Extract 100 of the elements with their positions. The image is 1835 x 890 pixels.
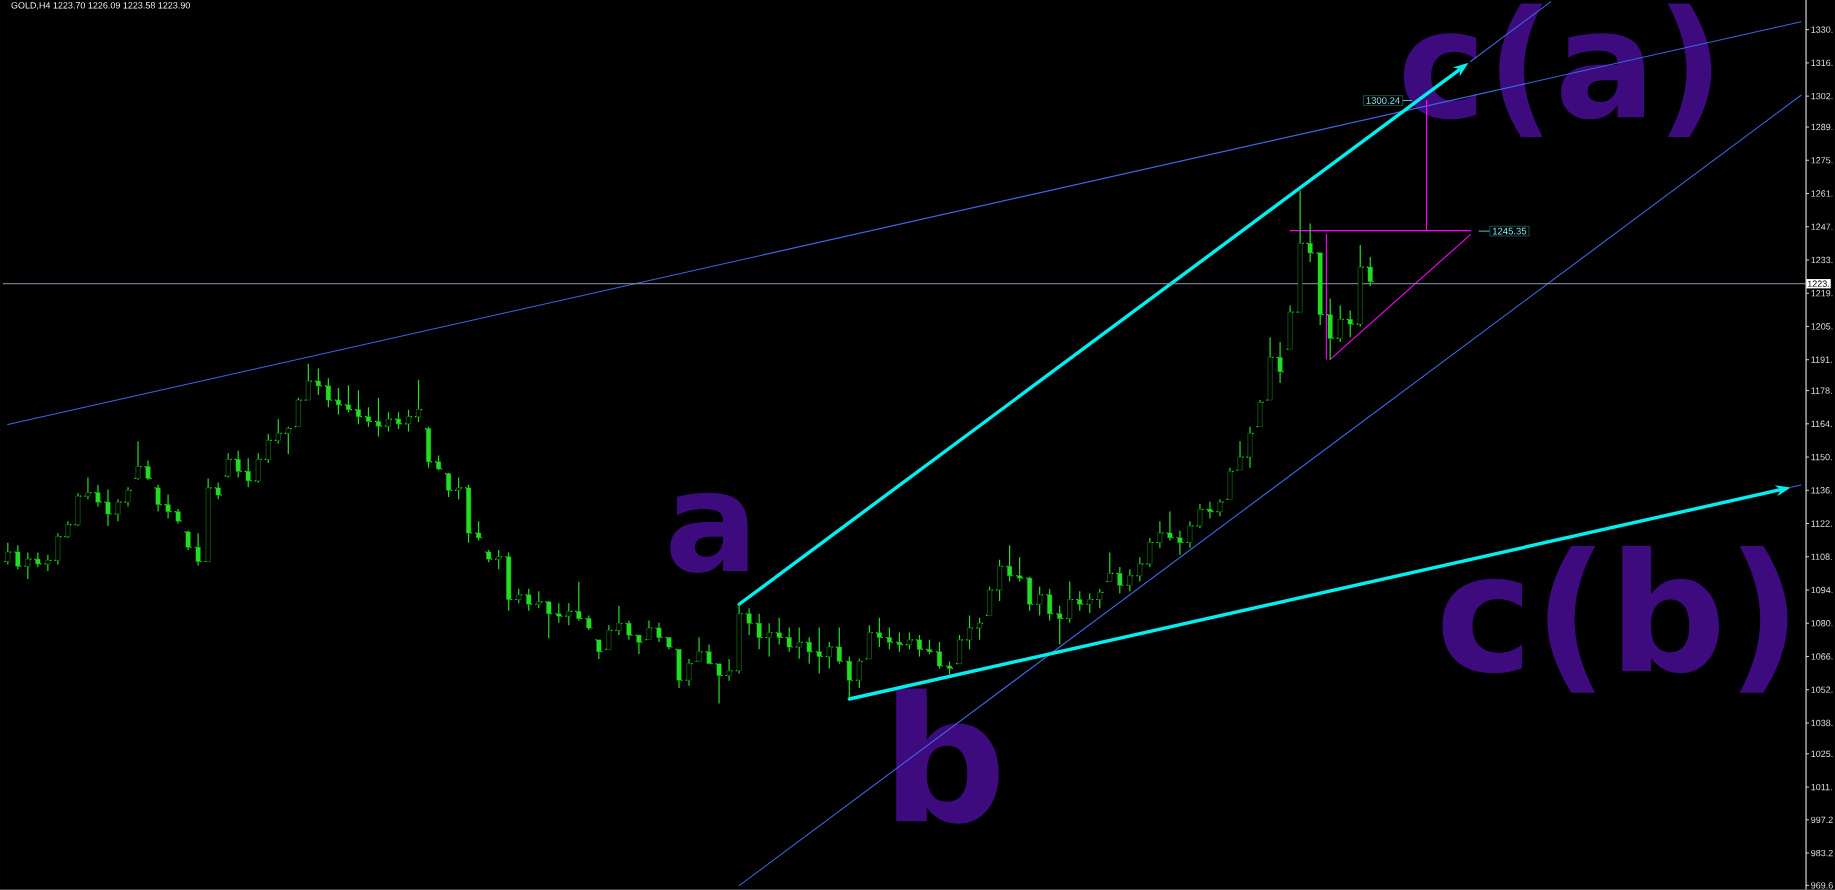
candlestick: [1047, 588, 1053, 622]
candlestick: [636, 635, 642, 655]
y-tick-label: 1247.: [1811, 223, 1833, 231]
candlestick: [1277, 341, 1283, 384]
candlestick: [696, 636, 702, 662]
candlestick: [746, 607, 752, 636]
candlestick: [927, 639, 932, 655]
candlestick: [686, 658, 692, 687]
y-tick-label: 1316.: [1811, 59, 1833, 67]
candlestick: [1157, 520, 1163, 549]
candlestick: [1257, 399, 1263, 427]
candlestick: [836, 627, 842, 665]
y-tick-label: 1052.: [1811, 686, 1833, 694]
candlestick: [215, 482, 221, 501]
candlestick: [356, 389, 361, 426]
y-tick-label: 1025.: [1811, 750, 1833, 758]
candlestick: [1367, 256, 1373, 287]
candlestick: [726, 658, 732, 682]
candlestick: [606, 624, 612, 650]
candlestick: [766, 622, 772, 658]
y-tick-label: 983.2: [1811, 850, 1833, 857]
candlestick: [1307, 222, 1313, 263]
candlestick: [5, 542, 11, 566]
candlestick: [506, 552, 512, 612]
candlestick: [846, 656, 852, 700]
candlestick: [626, 619, 632, 641]
candlestick: [1237, 440, 1243, 471]
y-tick-label: 1302.: [1811, 93, 1833, 100]
candlestick: [716, 663, 722, 705]
candlestick: [596, 639, 602, 660]
candlestick: [756, 613, 762, 651]
candlestick: [816, 627, 822, 675]
candlestick: [556, 602, 562, 624]
y-tick-label: 997.2: [1811, 816, 1833, 824]
candlestick: [1217, 498, 1223, 517]
candlestick: [165, 494, 171, 520]
candlestick: [1017, 556, 1023, 583]
candlestick: [1247, 426, 1253, 469]
candlestick: [1057, 605, 1063, 646]
candlestick: [1297, 189, 1303, 313]
candlestick: [1037, 586, 1043, 617]
candlestick: [967, 614, 972, 651]
candlestick: [1267, 336, 1273, 401]
candlestick: [315, 368, 321, 396]
candlestick: [616, 605, 622, 636]
candlestick: [386, 411, 391, 433]
candlestick: [796, 627, 802, 660]
candlestick: [526, 588, 532, 612]
candlestick: [1227, 467, 1233, 500]
candlestick: [476, 520, 482, 542]
candlestick: [305, 363, 311, 401]
candlestick: [786, 627, 792, 653]
y-tick-label: 1164.: [1811, 420, 1832, 428]
candlestick: [145, 460, 151, 479]
y-tick-label: 1191.: [1811, 356, 1832, 364]
candlestick: [376, 397, 381, 438]
candlestick: [366, 406, 371, 428]
candlestick: [676, 649, 682, 689]
candlestick: [826, 641, 832, 670]
candlestick: [1327, 298, 1333, 361]
candlestick: [1347, 310, 1353, 338]
candlestick: [1337, 305, 1343, 343]
candlestick: [1187, 520, 1193, 549]
candlestick: [516, 588, 522, 605]
candlestick: [1177, 530, 1183, 556]
candlestick: [155, 484, 161, 513]
candlestick: [706, 644, 712, 664]
candlestick: [15, 544, 21, 571]
y-tick-label: 1094.: [1811, 586, 1833, 594]
candlestick: [185, 531, 191, 551]
y-tick-label: 1011.: [1811, 784, 1832, 791]
y-tick-label: 1136.: [1811, 487, 1832, 494]
y-tick-label: 1080.: [1811, 620, 1833, 627]
candlestick: [115, 498, 121, 522]
candlestick: [195, 532, 201, 567]
candlestick: [396, 411, 401, 430]
y-tick-label: 1330.: [1811, 26, 1833, 34]
candlestick: [265, 433, 271, 464]
candlestick: [426, 426, 431, 469]
candlestick: [917, 634, 922, 658]
candlestick: [75, 492, 81, 526]
candlestick: [957, 634, 962, 664]
candlestick: [887, 627, 892, 651]
candlestick: [496, 549, 502, 571]
candlestick: [937, 641, 942, 670]
candlestick: [1067, 581, 1073, 624]
candlestick: [436, 455, 441, 470]
candlestick: [1287, 305, 1293, 350]
candlestick: [245, 457, 251, 488]
candlestick: [55, 532, 61, 566]
candlestick: [416, 379, 421, 423]
candlestick: [135, 440, 141, 479]
candlestick: [1197, 503, 1203, 530]
candlestick: [446, 473, 451, 498]
annotation: c(b): [1442, 545, 1788, 693]
candlestick: [566, 602, 572, 626]
annotation: 1300.24: [1366, 97, 1400, 105]
y-tick-label: 969.6: [1811, 882, 1833, 889]
y-tick-label: 1261.: [1811, 190, 1833, 197]
annotation: 1245.35: [1493, 227, 1527, 235]
